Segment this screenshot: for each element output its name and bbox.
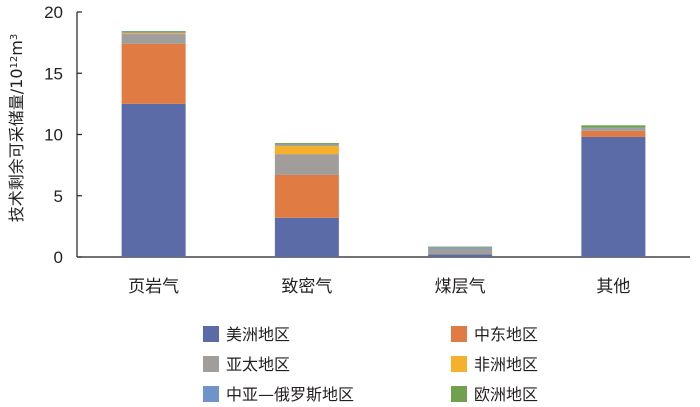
- y-tick-label: 0: [54, 248, 63, 267]
- bar-segment-2-1: [121, 43, 186, 104]
- bar-segment-3-4: [581, 128, 646, 131]
- legend-label: 欧洲地区: [474, 385, 538, 404]
- legend-label: 中亚—俄罗斯地区: [226, 385, 354, 404]
- bar-segment-2-4: [581, 130, 646, 137]
- legend-swatch: [203, 386, 219, 402]
- bar-segment-4-2: [274, 145, 339, 155]
- bar-segment-5-4: [581, 127, 646, 129]
- bar-segment-1-1: [121, 103, 186, 257]
- legend-label: 非洲地区: [474, 355, 538, 374]
- legend-swatch: [451, 326, 467, 342]
- bars: [121, 30, 646, 257]
- x-category-label: 其他: [596, 277, 630, 297]
- y-axis-label: 技术剩余可采储量/1012m3: [7, 34, 26, 222]
- x-category-label: 致密气: [281, 277, 332, 297]
- legend-swatch: [203, 326, 219, 342]
- bar-segment-6-2: [274, 143, 339, 145]
- legend-label: 美洲地区: [226, 325, 290, 344]
- bar-segment-1-4: [581, 136, 646, 257]
- legend-swatch: [451, 386, 467, 402]
- legend-label: 中东地区: [474, 325, 538, 344]
- y-tick-label: 5: [54, 187, 63, 206]
- bar-segment-6-1: [121, 30, 186, 32]
- bar-segment-3-3: [428, 248, 493, 255]
- bar-segment-4-1: [121, 32, 186, 35]
- legend-label: 亚太地区: [226, 355, 290, 374]
- bar-segment-1-2: [274, 217, 339, 257]
- legend-swatch: [451, 356, 467, 372]
- bar-segment-3-2: [274, 154, 339, 175]
- y-tick-label: 10: [44, 126, 63, 145]
- x-category-labels: 页岩气 致密气 煤层气 其他: [128, 277, 630, 297]
- bar-segment-2-2: [274, 174, 339, 218]
- y-tick-label: 15: [44, 64, 63, 83]
- bar-segment-6-4: [581, 125, 646, 128]
- bar-segment-6-3: [428, 246, 493, 248]
- bar-segment-5-3: [428, 247, 493, 249]
- x-category-label: 煤层气: [435, 277, 486, 297]
- bar-segment-5-1: [121, 31, 186, 33]
- legend-swatch: [203, 356, 219, 372]
- x-category-label: 页岩气: [128, 277, 179, 297]
- bar-segment-5-2: [274, 144, 339, 146]
- bar-segment-3-1: [121, 34, 186, 44]
- y-tick-label: 20: [44, 3, 63, 22]
- y-tick-labels: 0 5 10 15 20: [44, 3, 63, 267]
- bar-segment-1-3: [428, 254, 493, 257]
